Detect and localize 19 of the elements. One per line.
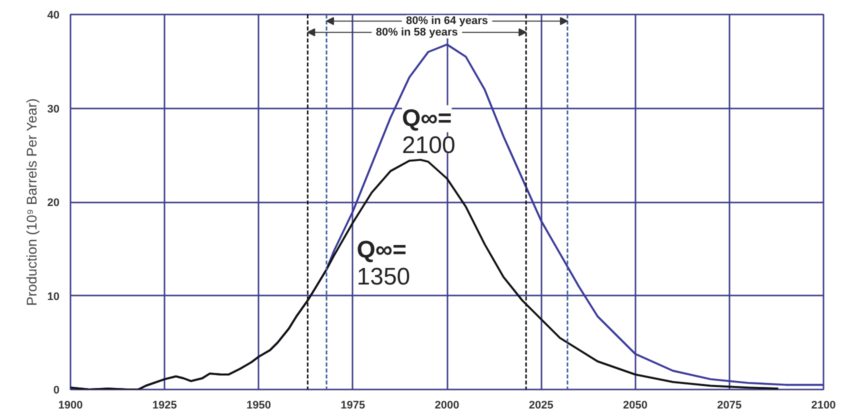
y-tick-label: 0 bbox=[53, 384, 60, 396]
x-tick-label: 1975 bbox=[340, 400, 366, 412]
ref-line-label: 80% in 58 years bbox=[376, 26, 458, 38]
x-tick-label: 2025 bbox=[528, 400, 554, 412]
x-tick-label: 2050 bbox=[623, 400, 648, 412]
annotation: Q∞= 2100 bbox=[402, 105, 456, 160]
y-tick-label: 20 bbox=[47, 197, 60, 209]
ref-line-label: 80% in 64 years bbox=[406, 15, 488, 28]
y-tick-label: 40 bbox=[47, 10, 60, 22]
x-tick-label: 2075 bbox=[717, 400, 742, 412]
annotation: Q∞= 1350 bbox=[356, 236, 410, 290]
x-tick-label: 1925 bbox=[152, 400, 177, 412]
y-tick-label: 10 bbox=[47, 290, 60, 303]
y-axis-title: Production (10⁹ Barrels Per Year) bbox=[23, 98, 40, 306]
y-tick-label: 30 bbox=[47, 103, 60, 116]
x-tick-label: 2000 bbox=[434, 400, 460, 412]
x-tick-label: 1900 bbox=[58, 400, 83, 412]
x-tick-label: 2100 bbox=[811, 400, 836, 412]
x-tick-label: 1950 bbox=[246, 400, 271, 412]
